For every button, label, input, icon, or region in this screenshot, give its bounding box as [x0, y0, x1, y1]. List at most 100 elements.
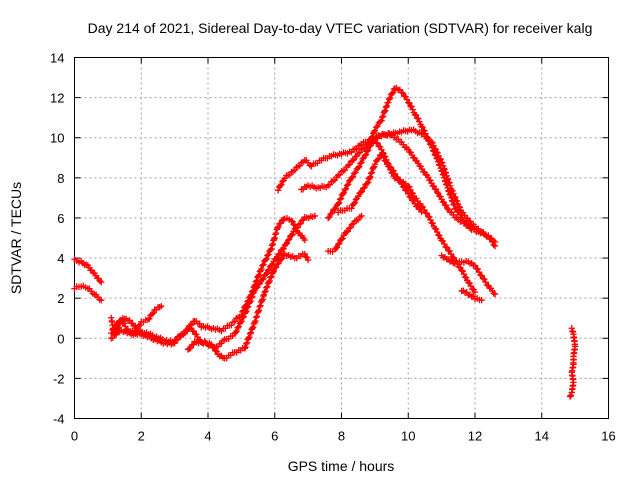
data-point — [389, 89, 397, 96]
data-point — [249, 323, 257, 331]
data-point — [368, 134, 375, 141]
data-point — [375, 142, 383, 150]
data-point — [491, 290, 499, 298]
data-point — [270, 267, 278, 275]
data-point — [362, 151, 370, 158]
data-point — [290, 221, 297, 228]
data-point — [274, 254, 281, 261]
data-point — [187, 344, 194, 352]
data-point — [361, 184, 368, 191]
data-point — [374, 140, 381, 147]
chart-title: Day 214 of 2021, Sidereal Day-to-day VTE… — [88, 20, 593, 36]
data-point — [405, 99, 412, 106]
data-point — [113, 321, 120, 328]
data-point — [238, 317, 245, 325]
data-point — [428, 144, 436, 151]
data-point — [443, 181, 450, 188]
data-point — [277, 256, 285, 263]
data-point — [249, 293, 256, 300]
series-track-f — [184, 212, 318, 353]
data-point — [265, 278, 273, 286]
series-track-a — [71, 255, 105, 286]
data-point — [411, 111, 419, 118]
data-point — [442, 243, 449, 251]
data-point — [98, 278, 105, 286]
series-track-h — [298, 130, 499, 250]
data-point — [358, 188, 366, 195]
data-point — [252, 285, 260, 292]
data-point — [334, 200, 342, 208]
data-point — [447, 250, 455, 258]
data-point — [256, 303, 263, 310]
data-point — [243, 307, 250, 315]
data-point — [258, 297, 266, 304]
data-point — [244, 303, 252, 310]
data-point — [277, 182, 284, 190]
data-point — [351, 199, 359, 206]
data-point — [264, 267, 272, 274]
data-point — [370, 164, 377, 172]
data-point — [243, 340, 250, 348]
data-point — [234, 324, 241, 331]
data-point — [491, 242, 499, 250]
data-point — [98, 296, 105, 304]
data-point — [379, 114, 386, 121]
data-point — [301, 236, 308, 244]
data-point — [443, 181, 451, 189]
data-point — [429, 220, 436, 227]
data-point — [387, 166, 394, 174]
data-point — [344, 181, 352, 188]
data-point — [262, 256, 269, 264]
data-point — [232, 329, 239, 336]
data-point — [268, 242, 276, 249]
data-point — [568, 389, 575, 396]
data-point — [448, 194, 455, 202]
data-point — [419, 124, 426, 131]
data-point — [407, 186, 414, 194]
data-point — [435, 161, 443, 168]
data-point — [246, 333, 253, 341]
data-point — [366, 174, 373, 182]
axis-ticks: 0 2 4 6 8 10 12 14 16 -4 -2 0 2 4 6 8 10 12 14 — [50, 51, 616, 444]
data-point — [451, 193, 458, 200]
data-point — [271, 234, 278, 242]
data-point — [474, 265, 481, 273]
data-point — [382, 107, 389, 114]
series-track-b — [71, 282, 105, 304]
data-point — [371, 127, 379, 134]
x-tick-label: 0 — [71, 429, 78, 444]
data-point — [343, 229, 350, 236]
x-tick-label: 10 — [401, 429, 415, 444]
data-point — [267, 274, 274, 281]
data-point — [245, 335, 252, 342]
data-point — [239, 314, 246, 321]
data-point — [293, 225, 300, 232]
data-point — [328, 209, 336, 217]
data-point — [270, 236, 278, 243]
data-point — [267, 246, 274, 254]
data-point — [432, 225, 440, 233]
data-point — [359, 185, 367, 192]
series-track-e — [108, 250, 312, 362]
data-point — [436, 162, 444, 169]
x-tick-label: 16 — [601, 429, 615, 444]
data-point — [190, 341, 197, 348]
data-point — [259, 262, 266, 269]
data-point — [425, 137, 432, 144]
data-point — [381, 108, 388, 115]
x-tick-label: 2 — [138, 429, 145, 444]
data-point — [249, 290, 257, 297]
data-point — [440, 171, 447, 179]
data-point — [441, 177, 449, 184]
data-point — [433, 228, 441, 236]
data-point — [341, 186, 349, 194]
data-point — [422, 209, 429, 217]
data-point — [288, 232, 295, 239]
y-tick-label: 4 — [57, 251, 64, 266]
data-point — [403, 96, 411, 103]
data-point — [431, 151, 439, 158]
data-point — [434, 155, 441, 163]
data-point — [268, 245, 275, 253]
data-point — [297, 220, 304, 227]
data-point — [421, 206, 428, 214]
